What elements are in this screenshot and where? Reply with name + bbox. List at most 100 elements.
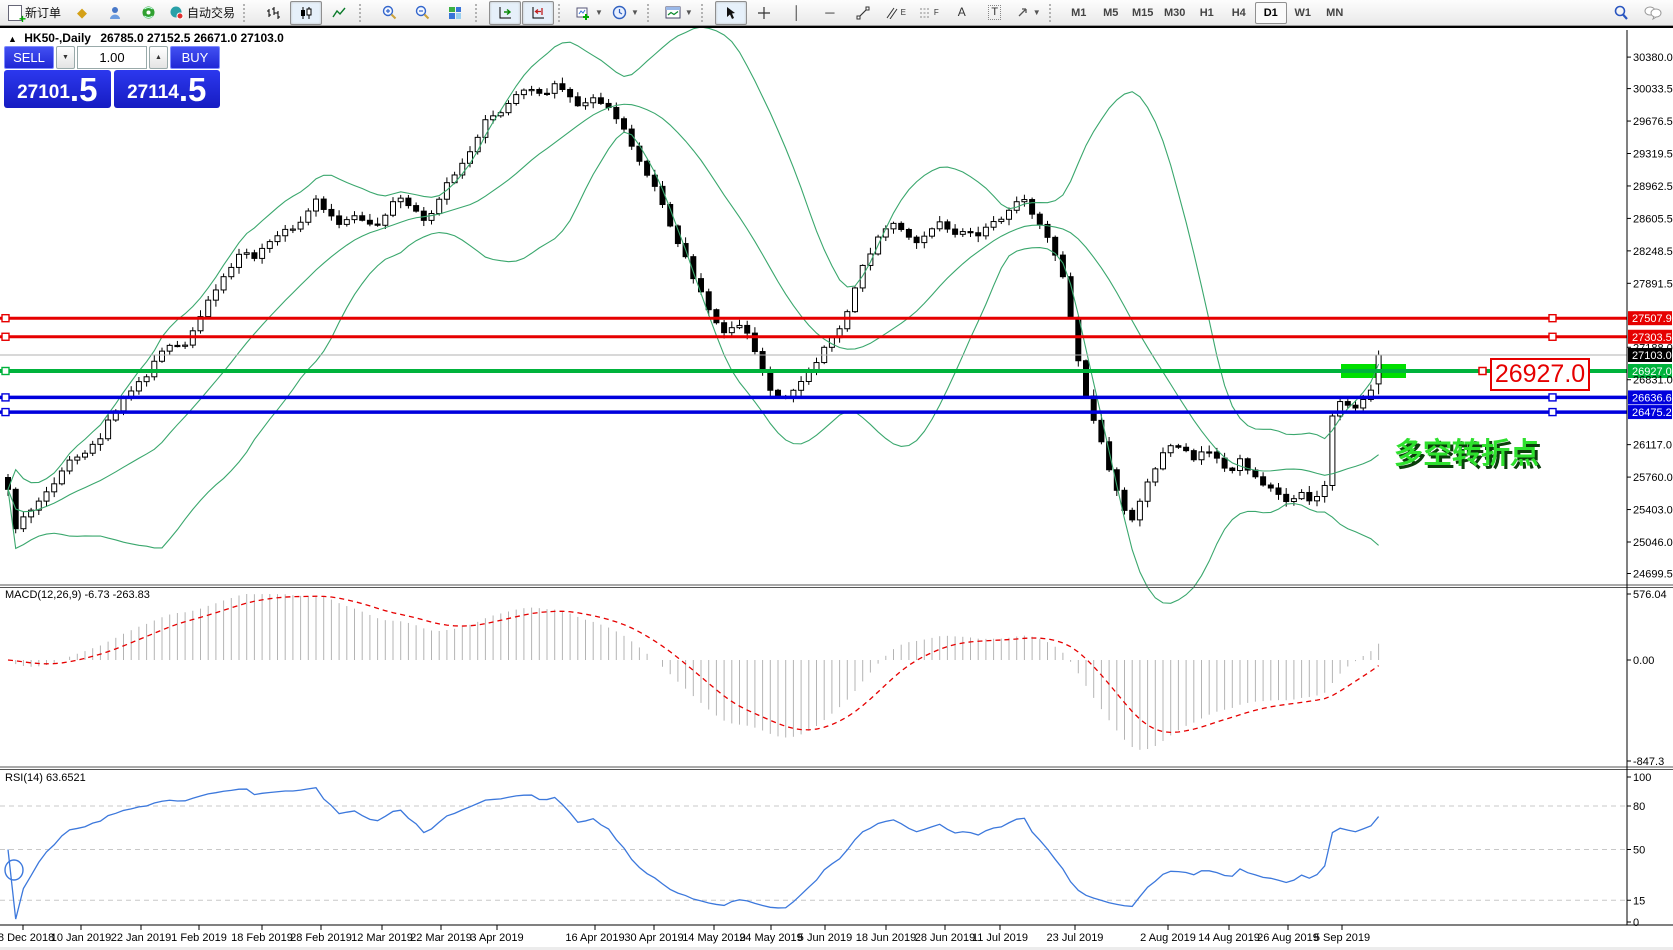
label-button[interactable]: T — [979, 1, 1011, 25]
new-chart-button[interactable]: ▼ — [572, 1, 607, 25]
macd-pane: 576.04 0.00 -847.3 — [7, 589, 1667, 768]
chevron-down-icon: ▼ — [595, 8, 603, 17]
channel-button[interactable]: E — [880, 1, 912, 25]
data-window-button[interactable] — [99, 1, 131, 25]
horizontal-level-lines[interactable]: 27507.9 27303.5 26927.0 26636.6 26475.2 — [0, 311, 1672, 420]
svg-text:25046.0: 25046.0 — [1633, 537, 1673, 549]
cursor-button[interactable] — [714, 0, 747, 25]
svg-text:30033.5: 30033.5 — [1633, 84, 1673, 96]
tab-timeframe-D1[interactable]: D1 — [1254, 1, 1287, 24]
profiles-button[interactable]: ▼ — [608, 1, 643, 25]
sell-button[interactable]: SELL — [4, 46, 54, 69]
tab-timeframe-W1[interactable]: W1 — [1294, 6, 1311, 19]
volume-decrease-button[interactable]: ▼ — [56, 46, 75, 69]
price-axis[interactable]: 27103.0 30380.0 30033.5 29676.5 29319.5 28962… — [0, 52, 1673, 581]
candlestick-icon — [301, 6, 312, 19]
trendline-button[interactable] — [847, 1, 879, 25]
svg-text:11 Jul 2019: 11 Jul 2019 — [972, 932, 1028, 944]
bar-chart-icon — [267, 6, 281, 19]
svg-text:27303.5: 27303.5 — [1632, 332, 1672, 344]
hline-26636.6[interactable]: 26636.6 — [0, 390, 1672, 405]
auto-trading-button[interactable]: 自动交易 — [165, 1, 239, 25]
horizontal-line-button[interactable]: ─ — [814, 1, 846, 25]
buy-price-button[interactable]: 27114.5 — [113, 70, 220, 108]
auto-scroll-button[interactable] — [489, 0, 522, 25]
auto-trading-icon — [170, 6, 184, 20]
auto-scroll-icon — [499, 6, 511, 18]
search-button[interactable] — [1605, 1, 1637, 25]
svg-text:0: 0 — [1633, 917, 1639, 929]
callout-anchor-handle[interactable] — [1478, 366, 1487, 376]
svg-text:29319.5: 29319.5 — [1633, 149, 1673, 161]
zoom-out-button[interactable] — [406, 1, 438, 25]
collapse-triangle-icon[interactable]: ▲ — [8, 34, 17, 44]
chat-button[interactable] — [1637, 1, 1669, 25]
rsi-indicator-label: RSI(14) 63.6521 — [5, 772, 86, 784]
hline-27303.5[interactable]: 27303.5 — [0, 329, 1672, 344]
toolbar-grip — [475, 3, 483, 22]
svg-text:27188.0: 27188.0 — [1633, 342, 1673, 354]
tab-timeframe-H4[interactable]: H4 — [1231, 6, 1246, 19]
chart-canvas[interactable]: 27507.927303.526927.026636.626475.227103… — [0, 28, 1673, 950]
buy-button[interactable]: BUY — [170, 46, 220, 69]
ellipse-object[interactable] — [4, 859, 24, 881]
hline-26475.2[interactable]: 26475.2 — [0, 405, 1672, 420]
chat-icon — [1644, 6, 1662, 20]
tab-timeframe-M5[interactable]: M5 — [1103, 6, 1119, 19]
svg-text:30 Apr 2019: 30 Apr 2019 — [624, 932, 683, 944]
tab-timeframe-H1[interactable]: H1 — [1199, 6, 1214, 19]
sell-price-frac: .5 — [69, 71, 98, 108]
svg-text:29676.5: 29676.5 — [1633, 116, 1673, 128]
buy-price-main: 27114 — [127, 82, 179, 103]
text-button[interactable]: A — [946, 1, 978, 25]
indicator-window-button[interactable]: ▼ — [661, 1, 697, 25]
toolbar-right-group — [1605, 1, 1669, 25]
bar-chart-button[interactable] — [257, 1, 289, 25]
rsi-pane: 100 80 50 15 0 — [0, 772, 1651, 929]
volume-input[interactable]: 1.00 — [77, 46, 147, 69]
svg-text:16 Apr 2019: 16 Apr 2019 — [565, 932, 624, 944]
webphone-button[interactable] — [132, 1, 164, 25]
horizontal-line-icon: ─ — [825, 5, 835, 20]
arrows-button[interactable]: ▼ — [1012, 1, 1045, 25]
tab-timeframe-M30[interactable]: M30 — [1164, 6, 1186, 19]
tile-windows-icon — [449, 6, 462, 19]
tab-timeframe-M15[interactable]: M15 — [1132, 6, 1154, 19]
svg-text:18 Feb 2019: 18 Feb 2019 — [231, 932, 293, 944]
one-click-trading-panel: SELL ▼ 1.00 ▲ BUY 27101.5 27114.5 — [4, 46, 220, 108]
fibonacci-badge: F — [933, 8, 939, 17]
chevron-down-icon: ▼ — [684, 8, 693, 17]
tab-timeframe-M1[interactable]: M1 — [1071, 6, 1087, 19]
hline-26927[interactable]: 26927.0 — [0, 364, 1672, 378]
market-watch-button[interactable]: ◆ — [66, 1, 98, 25]
tile-windows-button[interactable] — [439, 1, 471, 25]
price-callout-box[interactable]: 26927.0 — [1490, 358, 1590, 391]
turning-point-annotation[interactable]: 多空转折点 — [1394, 438, 1540, 470]
crosshair-button[interactable] — [748, 1, 780, 25]
chevron-down-icon: ▼ — [1032, 8, 1041, 17]
sell-price-button[interactable]: 27101.5 — [4, 70, 111, 108]
tab-timeframe-MN[interactable]: MN — [1326, 6, 1344, 19]
svg-text:27507.9: 27507.9 — [1632, 313, 1672, 325]
toolbar-grip — [243, 3, 251, 22]
toolbar-grip — [646, 3, 655, 22]
volume-increase-button[interactable]: ▲ — [149, 46, 168, 69]
chevron-down-icon: ▼ — [630, 8, 639, 17]
crosshair-icon — [757, 6, 770, 19]
candlestick-chart-button[interactable] — [290, 0, 323, 25]
svg-text:80: 80 — [1633, 801, 1645, 813]
new-order-button[interactable]: + 新订单 — [4, 1, 65, 25]
line-chart-button[interactable] — [323, 1, 355, 25]
svg-text:28 Feb 2019: 28 Feb 2019 — [290, 932, 352, 944]
zoom-in-button[interactable] — [373, 1, 405, 25]
toolbar-grip — [700, 3, 709, 22]
vertical-line-button[interactable]: │ — [781, 1, 813, 25]
hline-27507.9[interactable]: 27507.9 — [0, 311, 1672, 326]
svg-text:22 Jan 2019: 22 Jan 2019 — [111, 932, 172, 944]
rsi-value: 63.6521 — [45, 772, 86, 784]
chart-shift-button[interactable] — [522, 0, 555, 25]
fibonacci-button[interactable]: F — [913, 1, 945, 25]
current-price-tag — [1628, 348, 1672, 362]
cursor-icon — [727, 6, 736, 19]
